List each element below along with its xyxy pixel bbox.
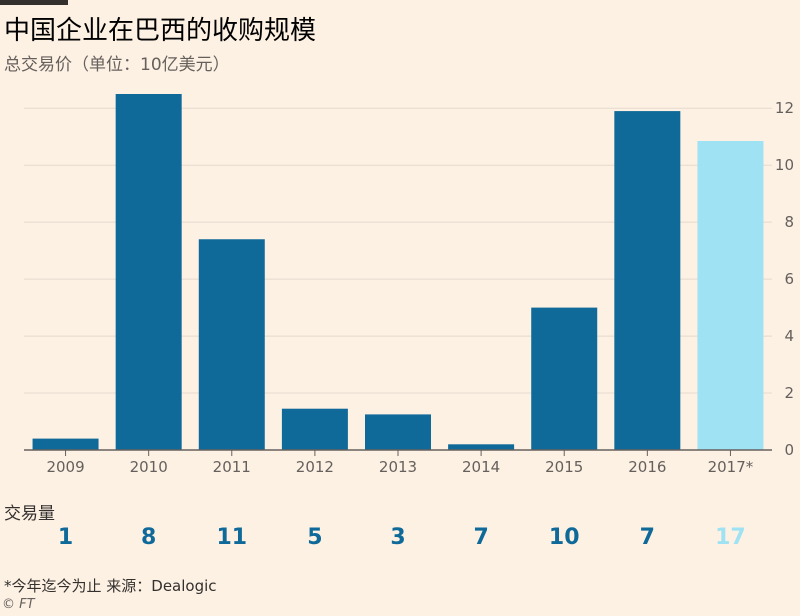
deal-count-value: 7 — [639, 525, 655, 550]
bar — [697, 140, 764, 450]
deal-count-row: 1 8 11 5 3 7 10 7 17 — [0, 525, 800, 559]
y-tick-label: 2 — [784, 384, 794, 402]
x-tick-label: 2010 — [130, 458, 168, 476]
deal-count-value: 10 — [548, 525, 580, 550]
brand-bar — [0, 0, 68, 5]
x-tick-label: 2011 — [213, 458, 251, 476]
copyright: © FT — [2, 597, 35, 612]
deal-count-value: 5 — [307, 525, 323, 550]
x-tick-label: 2016 — [628, 458, 666, 476]
bar — [531, 307, 598, 450]
deal-count-value: 3 — [390, 525, 406, 550]
deal-count-value: 7 — [473, 525, 489, 550]
x-tick-label: 2009 — [46, 458, 84, 476]
y-tick-label: 0 — [784, 441, 794, 459]
bar — [32, 438, 99, 450]
y-tick-label: 12 — [775, 99, 794, 117]
x-tick-label: 2017* — [708, 458, 754, 476]
bar — [198, 239, 265, 450]
x-tick-label: 2014 — [462, 458, 500, 476]
bar — [115, 94, 182, 450]
x-tick-label: 2013 — [379, 458, 417, 476]
deal-count-label: 交易量 — [4, 504, 55, 524]
deal-count-value: 11 — [216, 525, 248, 550]
bar — [365, 414, 431, 450]
deal-count-value: 1 — [57, 525, 74, 550]
chart-subtitle: 总交易价（单位：10亿美元） — [4, 55, 230, 75]
bar-chart: 0 2 4 6 8 10 12 2009 2010 2011 2012 2013 2014 2015 201… — [24, 94, 794, 476]
bar — [281, 408, 348, 450]
chart-title: 中国企业在巴西的收购规模 — [4, 16, 317, 46]
bar — [448, 444, 515, 450]
y-tick-label: 8 — [784, 213, 794, 231]
footnote: *今年迄今为止 来源：Dealogic — [4, 577, 217, 595]
bar — [614, 111, 681, 450]
y-tick-label: 6 — [784, 270, 794, 288]
y-tick-label: 10 — [775, 156, 794, 174]
y-tick-label: 4 — [784, 327, 794, 345]
x-tick-label: 2012 — [296, 458, 334, 476]
deal-count-value: 17 — [715, 525, 746, 550]
deal-count-value: 8 — [141, 525, 157, 550]
x-tick-label: 2015 — [545, 458, 583, 476]
